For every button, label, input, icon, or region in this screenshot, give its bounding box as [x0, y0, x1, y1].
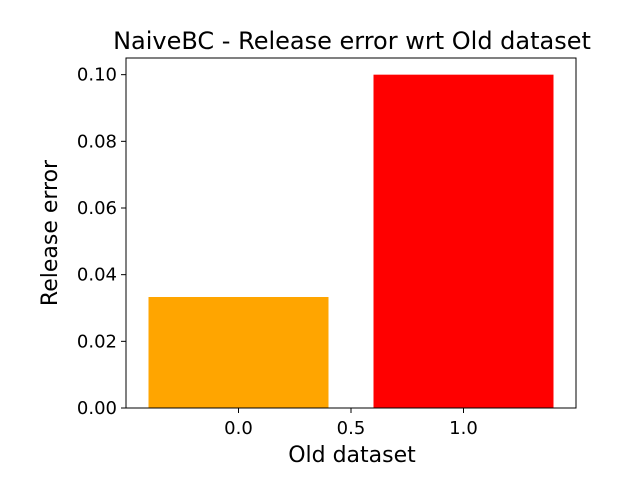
x-tick-label: 0.0 — [224, 418, 253, 439]
x-axis-ticks: 0.0 0.5 1.0 — [224, 408, 478, 439]
y-tick-label: 0.02 — [77, 331, 117, 352]
y-axis-label: Release error — [38, 159, 63, 306]
bars-layer — [148, 74, 554, 409]
y-tick-label: 0.06 — [77, 198, 117, 219]
bar-0 — [148, 297, 329, 408]
y-tick-label: 0.00 — [77, 398, 117, 419]
x-axis-label: Old dataset — [288, 443, 416, 468]
x-tick-label: 0.5 — [337, 418, 366, 439]
bar-1 — [373, 74, 554, 409]
y-tick-label: 0.04 — [77, 265, 117, 286]
chart-title: NaiveBC - Release error wrt Old dataset — [113, 27, 591, 55]
x-tick-label: 1.0 — [449, 418, 478, 439]
y-tick-label: 0.08 — [77, 131, 117, 152]
y-axis-ticks: 0.00 0.02 0.04 0.06 0.08 0.10 — [77, 65, 126, 419]
y-tick-label: 0.10 — [77, 65, 117, 86]
